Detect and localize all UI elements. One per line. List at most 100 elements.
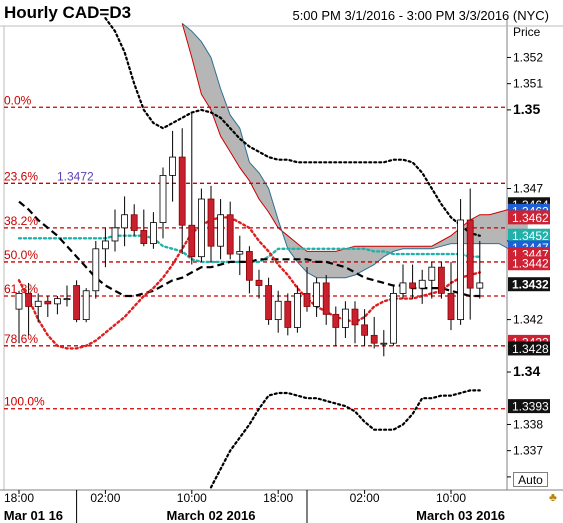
candle-body xyxy=(188,224,196,258)
candle xyxy=(466,188,474,320)
candle-body xyxy=(63,298,71,301)
y-tick-label: 1.338 xyxy=(513,417,543,431)
candle-body xyxy=(44,300,52,305)
candle-body xyxy=(169,156,177,176)
date-range: 5:00 PM 3/1/2016 - 3:00 PM 3/3/2016 (NYC… xyxy=(292,8,549,23)
black-dotted-line xyxy=(104,17,481,237)
chart-title: Hourly CAD=D3 xyxy=(4,3,132,22)
x-date-label: March 02 2016 xyxy=(167,508,256,523)
y-tick-label: 1.352 xyxy=(513,50,543,64)
candle-body xyxy=(15,292,23,310)
candle xyxy=(322,275,330,325)
candle xyxy=(303,267,311,312)
candle xyxy=(332,306,340,346)
time-axis[interactable]: 18:00 02:00 10:00 18:00 02:00 10:00 Mar 01 16 M… xyxy=(4,490,505,523)
price-tag-bg xyxy=(508,256,550,271)
candle xyxy=(15,290,23,344)
x-tick-label: 02:00 xyxy=(350,491,380,505)
candle-body xyxy=(332,313,340,328)
candle-body xyxy=(111,227,119,242)
price-tag-label: 1.3393 xyxy=(512,400,549,414)
candle-body xyxy=(34,300,42,307)
fib-label: 78.6% xyxy=(4,332,38,346)
plot-area xyxy=(3,25,508,491)
candle-body xyxy=(380,342,388,345)
price-tag-label: 1.3462 xyxy=(512,211,549,225)
price-tag-bg xyxy=(508,399,550,414)
candle-body xyxy=(73,285,80,321)
price-tag-bg xyxy=(508,210,550,225)
candle-body xyxy=(447,292,455,321)
y-tick-label: 1.35 xyxy=(513,101,540,117)
candle-body xyxy=(457,219,465,321)
price-tag-bg xyxy=(508,277,550,292)
candle xyxy=(25,282,33,336)
candle xyxy=(351,301,359,344)
price-tag-label: 1.3442 xyxy=(512,257,549,271)
candle-body xyxy=(25,292,33,307)
candle-body xyxy=(322,282,330,315)
candle xyxy=(293,285,301,333)
candle xyxy=(361,309,369,346)
candle xyxy=(44,296,52,317)
candle xyxy=(130,204,138,236)
candle xyxy=(121,196,128,247)
fib-label: 100.0% xyxy=(4,395,45,409)
price-tag: 1.3393 xyxy=(508,399,550,414)
candle-body xyxy=(428,266,436,281)
candle xyxy=(428,261,436,299)
candle-body xyxy=(351,308,359,326)
price-axis-label: Price xyxy=(513,25,541,39)
price-tag: 1.3452 xyxy=(508,228,550,243)
fib-label: 38.2% xyxy=(4,214,38,228)
candle-body xyxy=(178,156,186,226)
candle-body xyxy=(121,214,128,229)
chart-settings-icon[interactable]: ♣ xyxy=(549,490,557,504)
candle-body xyxy=(130,214,138,231)
candle-body xyxy=(341,308,349,328)
candle xyxy=(313,277,321,317)
candle xyxy=(457,199,465,325)
candle-body xyxy=(217,214,225,247)
candle-body xyxy=(226,214,234,255)
candle xyxy=(437,261,445,299)
candle-body xyxy=(149,222,157,244)
candle xyxy=(399,264,407,299)
candle-body xyxy=(236,251,244,255)
candle-body xyxy=(265,285,273,321)
candle xyxy=(207,185,215,262)
candle-body xyxy=(284,300,292,328)
candle xyxy=(111,209,119,252)
candle xyxy=(341,301,349,338)
candle xyxy=(370,316,378,349)
candle-body xyxy=(466,219,474,289)
x-date-label: Mar 01 16 xyxy=(4,508,63,523)
candle-body xyxy=(102,240,109,250)
candle xyxy=(82,288,90,323)
y-tick-label: 1.342 xyxy=(513,313,543,327)
price-tag: 1.3442 xyxy=(508,256,550,271)
fib-label: 23.6% xyxy=(4,169,38,183)
candle-body xyxy=(207,198,215,247)
candle xyxy=(389,285,397,346)
candle-body xyxy=(418,279,426,289)
candle xyxy=(236,235,244,276)
price-tags: 1.34641.34621.34621.34521.34471.34471.34… xyxy=(508,197,550,414)
price-tag-label: 1.3428 xyxy=(512,342,549,356)
fib-value-label: 1.3472 xyxy=(57,169,94,183)
candle xyxy=(149,212,157,249)
candle xyxy=(255,269,263,299)
candle-body xyxy=(303,292,311,307)
candle xyxy=(274,290,282,333)
x-tick-label: 18:00 xyxy=(263,491,293,505)
candle xyxy=(265,277,273,325)
black-dotted-lower-line xyxy=(209,389,481,489)
candle-body xyxy=(274,300,282,321)
auto-scale-button[interactable]: Auto xyxy=(513,472,548,487)
candle xyxy=(418,269,426,304)
candle-body xyxy=(370,334,378,344)
candle-body xyxy=(409,282,417,289)
price-tag: 1.3462 xyxy=(508,210,550,225)
price-tag: 1.3432 xyxy=(508,277,550,292)
